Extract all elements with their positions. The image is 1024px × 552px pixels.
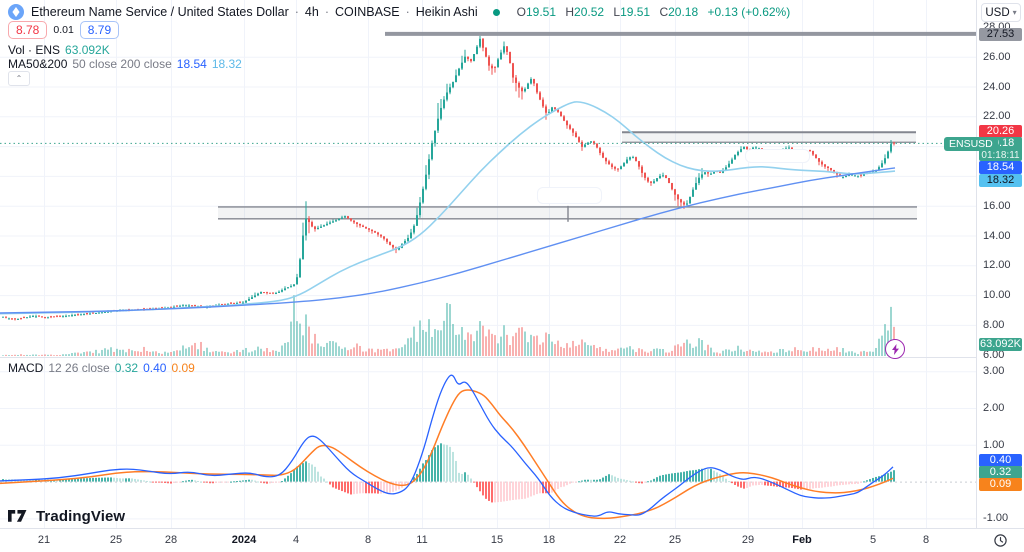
price-badge: 18.32 — [979, 174, 1022, 187]
price-tick: 14.00 — [983, 229, 1011, 242]
time-tick: 5 — [869, 534, 877, 546]
chevron-down-icon: ▾ — [1012, 8, 1017, 17]
macd-params: 12 26 close — [48, 361, 110, 375]
drawing-note-box[interactable] — [537, 187, 602, 204]
symbol-logo-icon — [8, 4, 24, 20]
symbol-header[interactable]: Ethereum Name Service / United States Do… — [8, 4, 790, 20]
price-tick: 26.00 — [983, 50, 1011, 63]
macd-tick: 2.00 — [983, 402, 1005, 414]
collapse-legend-button[interactable]: ⌃ — [8, 71, 30, 86]
price-badge: 0.40 — [979, 454, 1022, 467]
volume-legend[interactable]: Vol · ENS 63.092K — [8, 43, 110, 57]
macd-line-value: 0.40 — [143, 361, 167, 375]
time-tick: 4 — [292, 534, 300, 546]
macd-label: MACD — [8, 361, 44, 375]
interval-label[interactable]: 4h — [304, 5, 319, 19]
price-tick: 12.00 — [983, 259, 1011, 272]
tradingview-logo-icon — [8, 510, 27, 522]
ma50-value: 18.54 — [176, 57, 207, 71]
quote-row: 8.78 0.01 8.79 — [8, 21, 120, 39]
time-tick: 22 — [613, 534, 627, 546]
tradingview-logo[interactable]: TradingView — [8, 508, 125, 525]
time-tick: 15 — [490, 534, 504, 546]
lightning-icon[interactable] — [885, 339, 905, 359]
symbol-title[interactable]: Ethereum Name Service / United States Do… — [31, 5, 289, 19]
volume-label: Vol · ENS — [8, 43, 61, 57]
ma-params: 50 close 200 close — [72, 57, 172, 71]
price-scale[interactable]: 28.00 26.00 24.00 22.00 16.00 14.00 12.00 10.00… — [976, 0, 1024, 528]
time-tick: 28 — [164, 534, 178, 546]
price-tick: 16.00 — [983, 199, 1011, 212]
ma200-value: 18.32 — [211, 57, 242, 71]
time-tick: 25 — [109, 534, 123, 546]
ohlc-values: O19.51 H20.52 L19.51 C20.18 +0.13 (+0.62… — [516, 5, 791, 19]
ma-label: MA50&200 — [8, 57, 68, 71]
price-badge: 18.54 — [979, 161, 1022, 174]
macd-signal-value: 0.09 — [171, 361, 195, 375]
price-badge: 0.32 — [979, 466, 1022, 479]
time-axis[interactable]: 21 25 28 2024 4 8 11 15 18 22 25 29 Feb 5 8 — [0, 528, 1024, 552]
spread-value: 0.01 — [53, 24, 74, 36]
currency-toggle-button[interactable]: USD ▾ — [981, 3, 1021, 22]
macd-legend[interactable]: MACD 12 26 close 0.32 0.40 0.09 — [8, 361, 195, 375]
separator: · — [405, 5, 410, 19]
ma-legend[interactable]: MA50&200 50 close 200 close 18.54 18.32 — [8, 57, 242, 71]
currency-label: USD — [985, 6, 1010, 19]
price-badge: 20.26 — [979, 125, 1022, 138]
exchange-label[interactable]: COINBASE — [335, 5, 400, 19]
price-tick: 6.00 — [983, 348, 1005, 361]
macd-hist-value: 0.32 — [114, 361, 139, 375]
price-line-symbol-flag[interactable]: ENSUSD — [944, 137, 998, 151]
price-tick: 8.00 — [983, 318, 1005, 331]
ask-price-button[interactable]: 8.79 — [79, 21, 120, 39]
chart-style-label[interactable]: Heikin Ashi — [415, 5, 478, 19]
time-tick: 2024 — [231, 534, 257, 546]
price-tick: 22.00 — [983, 110, 1011, 123]
price-badge: 63.092K — [979, 338, 1022, 351]
price-badge: 27.53 — [979, 28, 1022, 41]
price-badge: 0.09 — [979, 478, 1022, 491]
separator: · — [294, 5, 299, 19]
change-value: +0.13 (+0.62%) — [707, 5, 791, 19]
tradingview-logo-text: TradingView — [36, 508, 126, 525]
time-tick: 29 — [741, 534, 755, 546]
macd-tick: -1.00 — [983, 512, 1009, 525]
bid-price-button[interactable]: 8.78 — [8, 21, 48, 39]
bar-countdown: 01:18:11 — [981, 150, 1020, 161]
separator: · — [324, 5, 329, 19]
time-tick: 21 — [37, 534, 51, 546]
macd-tick: 1.00 — [983, 438, 1005, 451]
price-tick: 10.00 — [983, 289, 1011, 302]
price-tick: 24.00 — [983, 80, 1011, 93]
drawing-note-box[interactable] — [745, 149, 810, 163]
time-tick: 11 — [416, 534, 428, 546]
clock-timezone-icon[interactable] — [993, 533, 1008, 552]
market-open-dot-icon — [492, 8, 500, 16]
time-tick: 8 — [922, 534, 930, 546]
time-tick: 8 — [364, 534, 372, 546]
macd-tick: 3.00 — [983, 365, 1005, 378]
volume-value: 63.092K — [65, 43, 110, 57]
time-tick: 18 — [542, 534, 556, 546]
time-tick: 25 — [668, 534, 682, 546]
time-tick: Feb — [792, 534, 812, 546]
